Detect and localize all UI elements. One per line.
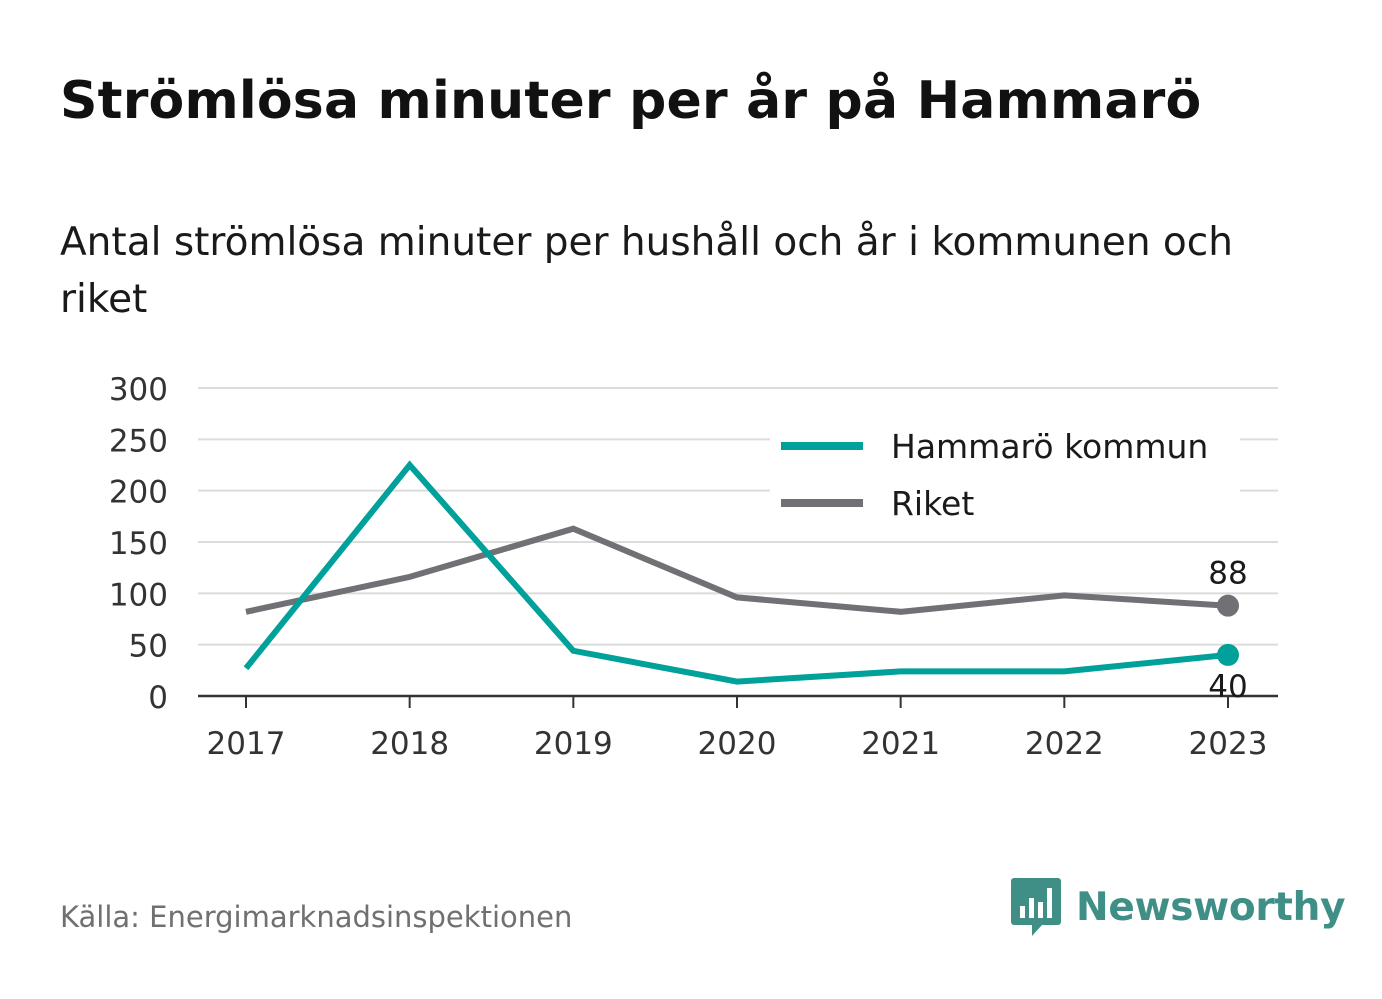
legend: Hammarö kommun Riket [770, 419, 1240, 523]
y-tick-label: 0 [148, 680, 168, 716]
legend-label: Hammarö kommun [891, 427, 1208, 466]
end-labels: 88 40 [1208, 556, 1247, 705]
y-tick-label: 300 [109, 372, 168, 408]
chart-subtitle: Antal strömlösa minuter per hushåll och … [60, 220, 1233, 322]
y-tick-label: 150 [109, 526, 168, 562]
series-end-point [1217, 594, 1239, 617]
bar-chart-speech-bubble-icon [1011, 878, 1061, 936]
x-tick-label: 2021 [861, 726, 940, 762]
y-axis: 0 50 100 150 200 250 300 [109, 372, 168, 716]
x-tick-label: 2023 [1189, 726, 1268, 762]
x-tick-label: 2020 [698, 726, 777, 762]
end-value-label: 40 [1208, 669, 1247, 705]
y-tick-label: 100 [109, 577, 168, 613]
x-tick-label: 2022 [1025, 726, 1104, 762]
brand-name: Newsworthy [1076, 884, 1346, 930]
x-tick-label: 2018 [370, 726, 449, 762]
x-axis: 2017 2018 2019 2020 2021 2022 2023 [198, 694, 1278, 762]
brand-logo: Newsworthy [1010, 874, 1346, 940]
series-lines [243, 460, 1239, 685]
y-tick-label: 200 [109, 475, 168, 511]
source-note: Källa: Energimarknadsinspektionen [60, 900, 573, 934]
series-line-riket [245, 525, 1229, 615]
legend-label: Riket [891, 484, 974, 523]
y-tick-label: 50 [129, 629, 168, 665]
chart-title: Strömlösa minuter per år på Hammarö [60, 71, 1202, 131]
series-end-point [1217, 643, 1239, 666]
x-tick-label: 2019 [534, 726, 613, 762]
end-value-label: 88 [1208, 556, 1247, 592]
x-tick-label: 2017 [207, 726, 286, 762]
series-line-hammarö-kommun [243, 460, 1229, 685]
y-tick-label: 250 [109, 423, 168, 459]
